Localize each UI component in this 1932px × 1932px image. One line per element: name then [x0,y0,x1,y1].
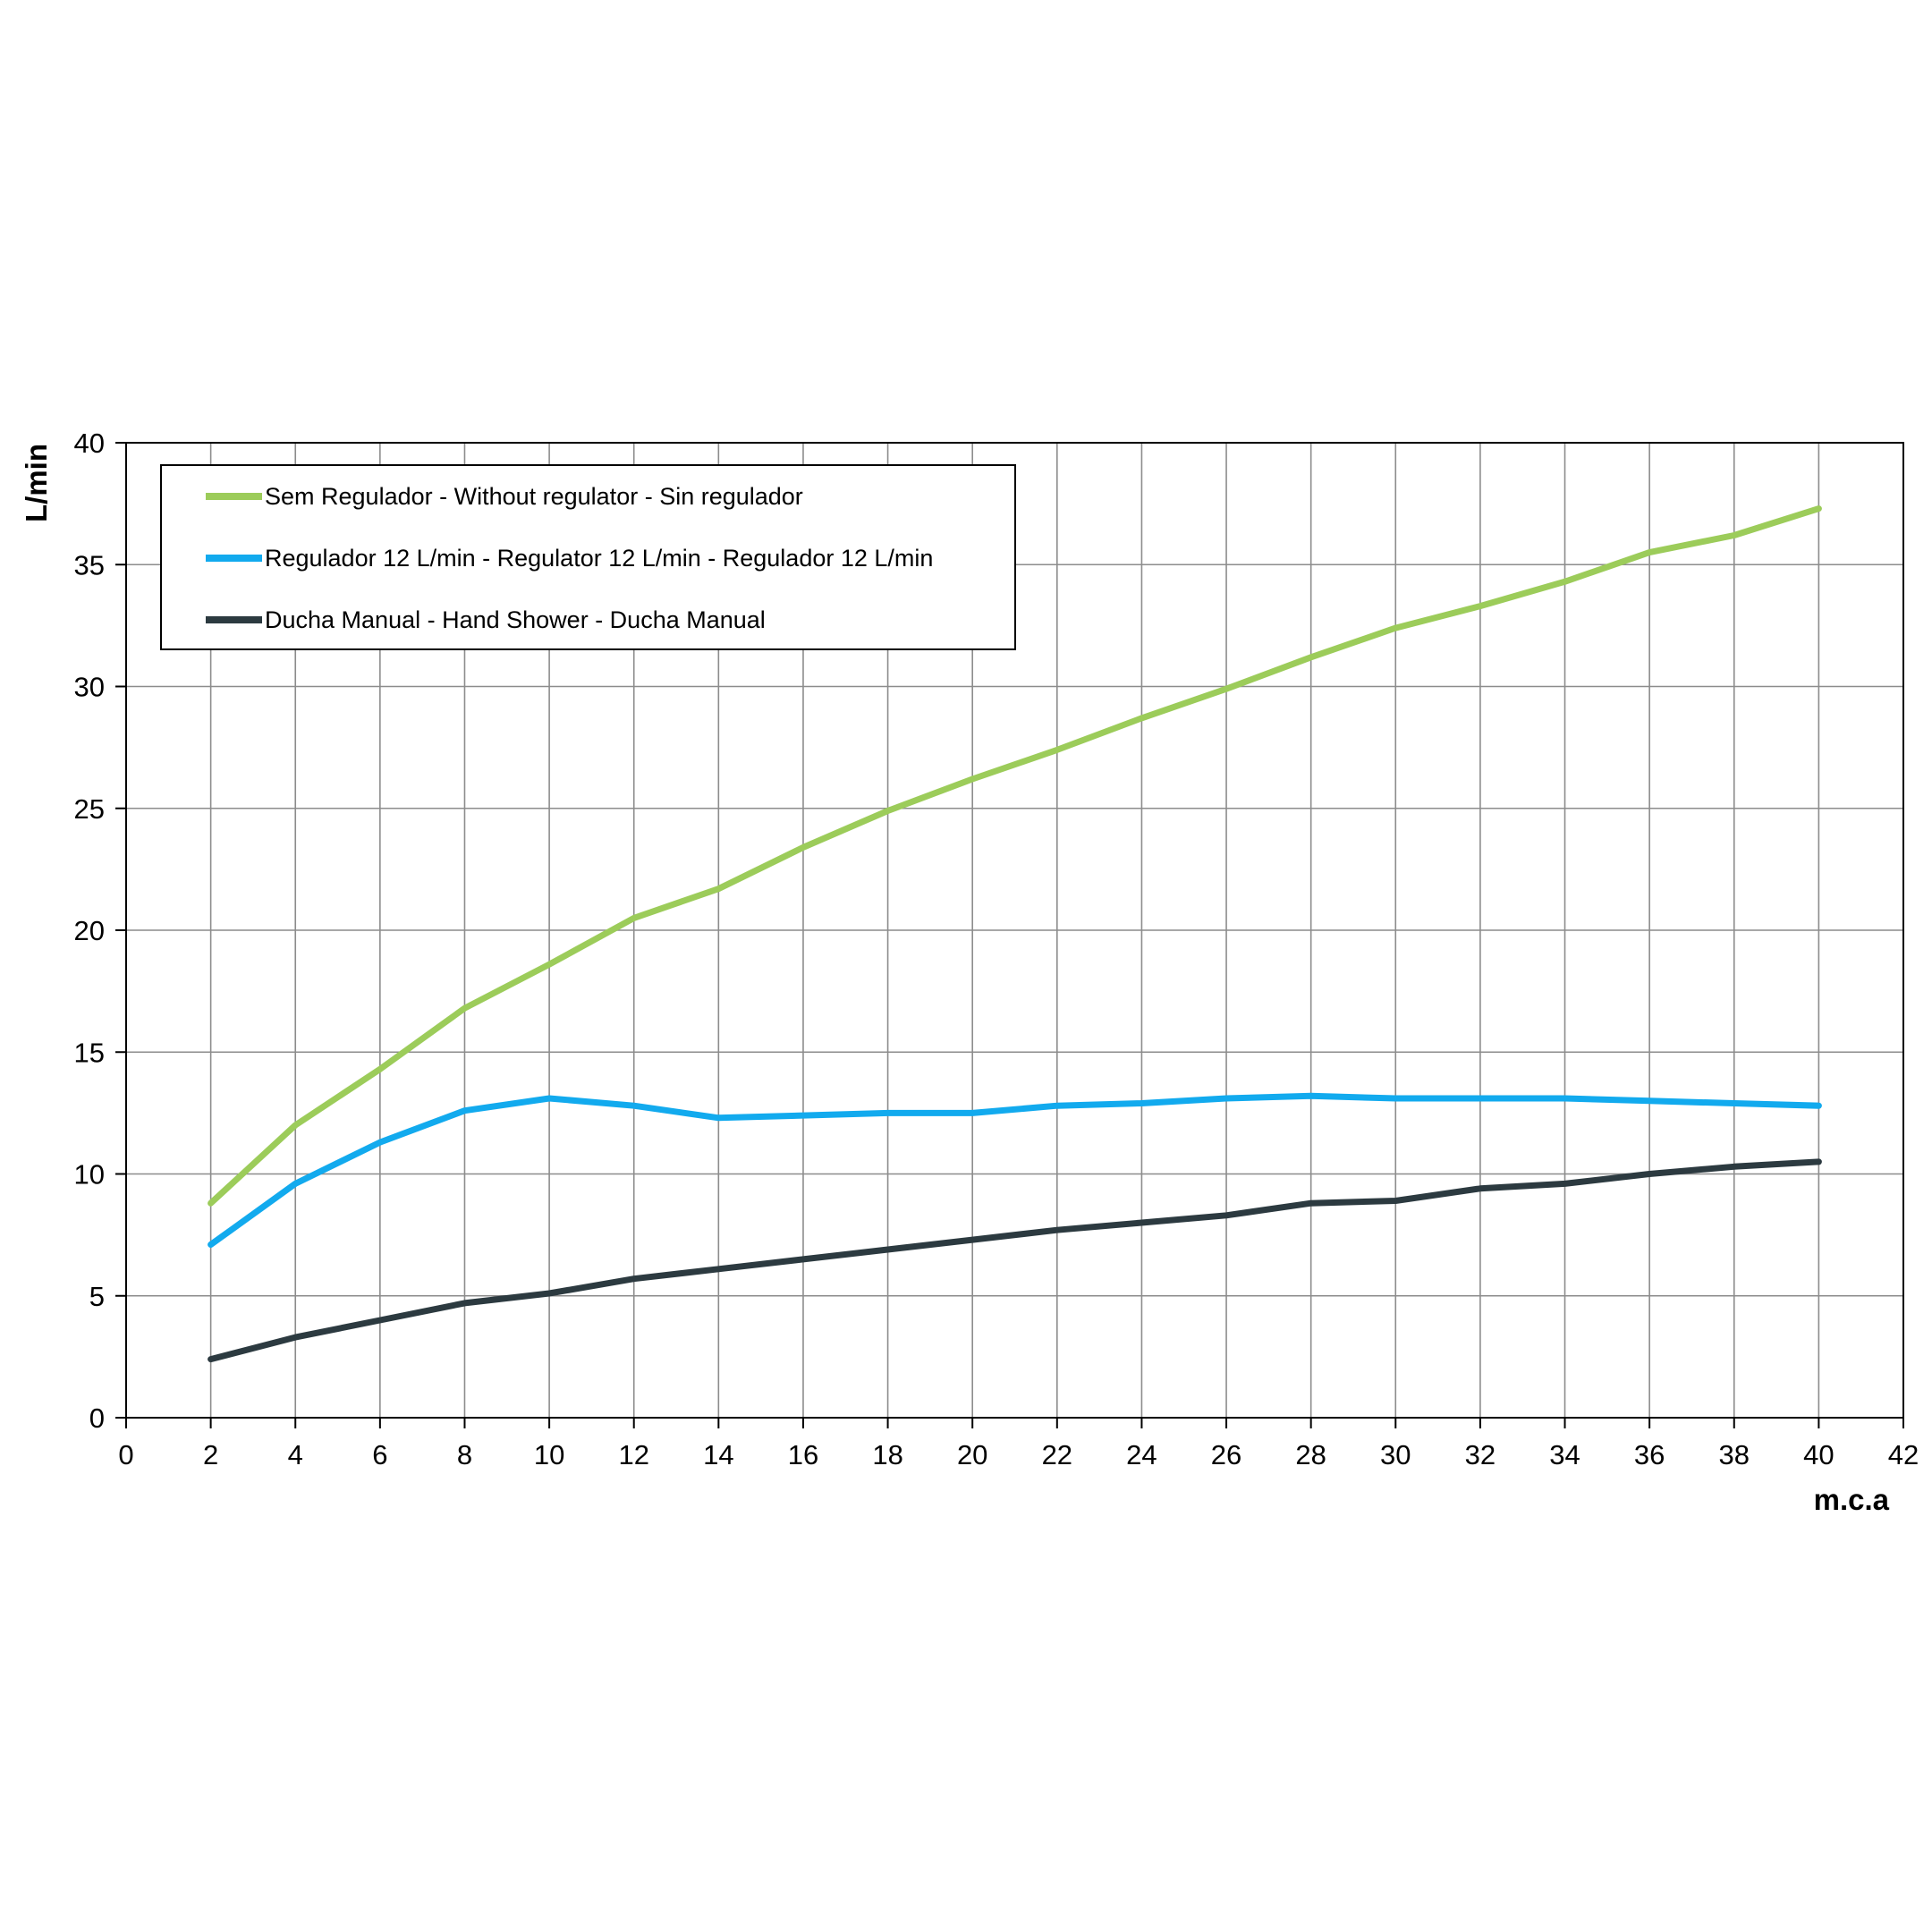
legend: Sem Regulador - Without regulator - Sin … [160,464,1016,650]
x-tick-label: 4 [288,1439,303,1470]
x-tick-label: 30 [1380,1439,1411,1470]
x-tick-label: 16 [788,1439,818,1470]
series-lines [208,505,1822,1363]
axis-ticks: 0 2 4 6 8 10 12 14 16 18 20 22 24 26 28 30 32 34 36 38 40 420… [74,428,1919,1470]
y-axis-title: L/min [20,444,53,522]
x-tick-label: 14 [703,1439,733,1470]
legend-label-1: Sem Regulador - Without regulator - Sin … [265,483,803,510]
x-tick-label: 36 [1634,1439,1665,1470]
x-tick-label: 26 [1211,1439,1241,1470]
y-tick-label: 30 [74,672,105,703]
x-tick-label: 38 [1719,1439,1750,1470]
y-tick-label: 35 [74,549,105,580]
x-tick-label: 2 [203,1439,218,1470]
y-tick-label: 0 [89,1402,105,1434]
x-tick-label: 22 [1042,1439,1072,1470]
y-tick-label: 25 [74,793,105,825]
x-tick-label: 8 [457,1439,472,1470]
x-tick-label: 20 [957,1439,987,1470]
legend-box [160,464,1016,650]
x-axis-title: m.c.a [1814,1483,1890,1516]
series-line-2 [208,1092,1822,1248]
legend-label-3: Ducha Manual - Hand Shower - Ducha Manua… [265,606,766,633]
x-tick-label: 42 [1888,1439,1919,1470]
x-tick-label: 40 [1803,1439,1834,1470]
x-tick-label: 6 [372,1439,387,1470]
y-tick-label: 5 [89,1281,105,1312]
y-tick-label: 10 [74,1159,105,1191]
y-tick-label: 20 [74,915,105,946]
x-tick-label: 32 [1465,1439,1496,1470]
series-line-3 [208,1158,1822,1363]
x-tick-label: 10 [534,1439,564,1470]
x-tick-label: 12 [618,1439,648,1470]
series-line-1 [208,505,1822,1207]
x-tick-label: 0 [118,1439,133,1470]
x-tick-label: 34 [1549,1439,1580,1470]
legend-label-2: Regulador 12 L/min - Regulator 12 L/min … [265,545,933,572]
y-tick-label: 15 [74,1037,105,1068]
x-tick-label: 28 [1295,1439,1326,1470]
x-tick-label: 24 [1126,1439,1157,1470]
y-tick-label: 40 [74,428,105,459]
x-tick-label: 18 [872,1439,902,1470]
